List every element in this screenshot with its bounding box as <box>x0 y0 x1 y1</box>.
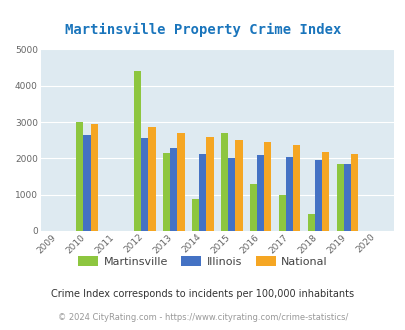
Bar <box>192 199 198 231</box>
Bar <box>76 122 83 231</box>
Bar <box>177 133 184 231</box>
Bar <box>235 140 242 231</box>
Bar <box>285 157 292 231</box>
Bar <box>307 214 314 231</box>
Bar <box>206 137 213 231</box>
Bar <box>292 145 300 231</box>
Bar <box>170 148 177 231</box>
Bar <box>264 142 271 231</box>
Text: Crime Index corresponds to incidents per 100,000 inhabitants: Crime Index corresponds to incidents per… <box>51 289 354 299</box>
Bar <box>256 155 264 231</box>
Bar <box>350 154 358 231</box>
Bar <box>90 124 98 231</box>
Bar <box>220 133 228 231</box>
Legend: Martinsville, Illinois, National: Martinsville, Illinois, National <box>74 251 331 271</box>
Bar <box>228 158 235 231</box>
Bar <box>162 153 170 231</box>
Text: Martinsville Property Crime Index: Martinsville Property Crime Index <box>65 23 340 37</box>
Bar <box>314 160 322 231</box>
Bar <box>336 164 343 231</box>
Bar <box>278 195 285 231</box>
Bar <box>343 164 350 231</box>
Bar <box>141 138 148 231</box>
Bar <box>322 151 328 231</box>
Bar <box>83 135 90 231</box>
Bar <box>148 127 155 231</box>
Bar <box>198 154 206 231</box>
Bar <box>249 184 256 231</box>
Bar <box>134 71 141 231</box>
Text: © 2024 CityRating.com - https://www.cityrating.com/crime-statistics/: © 2024 CityRating.com - https://www.city… <box>58 313 347 322</box>
